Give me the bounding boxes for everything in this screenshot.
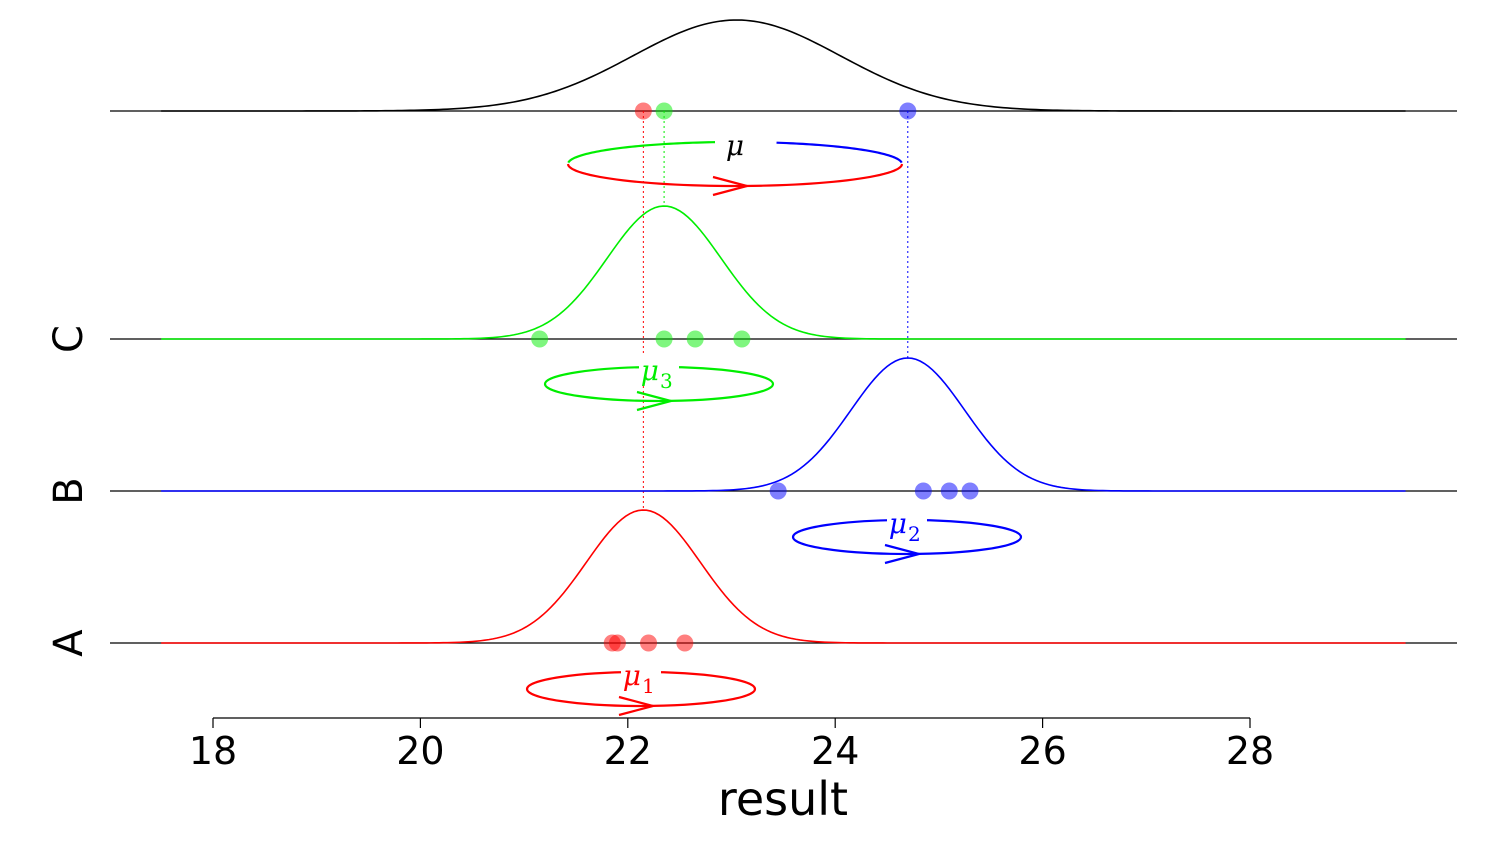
data-point-b [914,482,932,500]
loop-arc-left [567,140,725,164]
mu-symbol: μ [641,354,659,387]
curve-b [161,357,1406,492]
mu-symbol: μ [623,659,641,692]
data-point-a [608,634,626,652]
curve-a [161,509,1406,644]
row-label-c: C [46,325,92,353]
mu-loops-layer: μμ 1μ 2μ 3 [525,129,1023,717]
mu-symbol: μ [726,129,744,162]
top-sample-point [655,102,673,120]
x-tick-label: 20 [396,729,444,773]
data-point-c [686,330,704,348]
mu-label-bg [621,659,661,691]
mu-subscript: 3 [660,369,673,393]
loop-arrow-icon [636,390,676,412]
curve-c [161,205,1406,340]
loop-arrow-icon [712,175,752,197]
mu-symbol: μ [889,507,907,540]
loop-arc-bottom [566,163,904,188]
guide-lines-layer [110,110,1457,644]
x-tick-label: 18 [189,729,237,773]
x-axis: 18 20 22 24 26 28 [189,717,1274,773]
mu-label-bg [887,507,927,539]
loop-top [566,140,904,197]
data-points-layer [531,102,979,652]
mu-subscript: 1 [642,674,655,698]
x-tick-label: 24 [811,729,859,773]
x-tick-label: 28 [1226,729,1274,773]
curve-top [161,19,1406,112]
mu-label-top: μ [715,129,755,162]
x-tick-label: 26 [1018,729,1066,773]
loop-arrow-icon [884,543,924,565]
top-sample-point [899,102,917,120]
data-point-a [676,634,694,652]
data-point-b [940,482,958,500]
top-sample-point [634,102,652,120]
x-tick-label: 22 [604,729,652,773]
data-point-c [733,330,751,348]
data-point-c [531,330,549,348]
row-label-a: A [46,629,92,657]
mu-label-bg [715,129,755,161]
data-point-c [655,330,673,348]
mu-label-bg [639,354,679,386]
density-curves-layer [161,19,1406,644]
loop-arc-right [776,141,903,164]
data-point-a [640,634,658,652]
data-point-b [961,482,979,500]
mu-subscript: 2 [908,522,921,546]
row-label-b: B [46,477,92,504]
loop-arrow-icon [618,695,658,717]
x-axis-title: result [718,772,848,826]
data-point-b [769,482,787,500]
